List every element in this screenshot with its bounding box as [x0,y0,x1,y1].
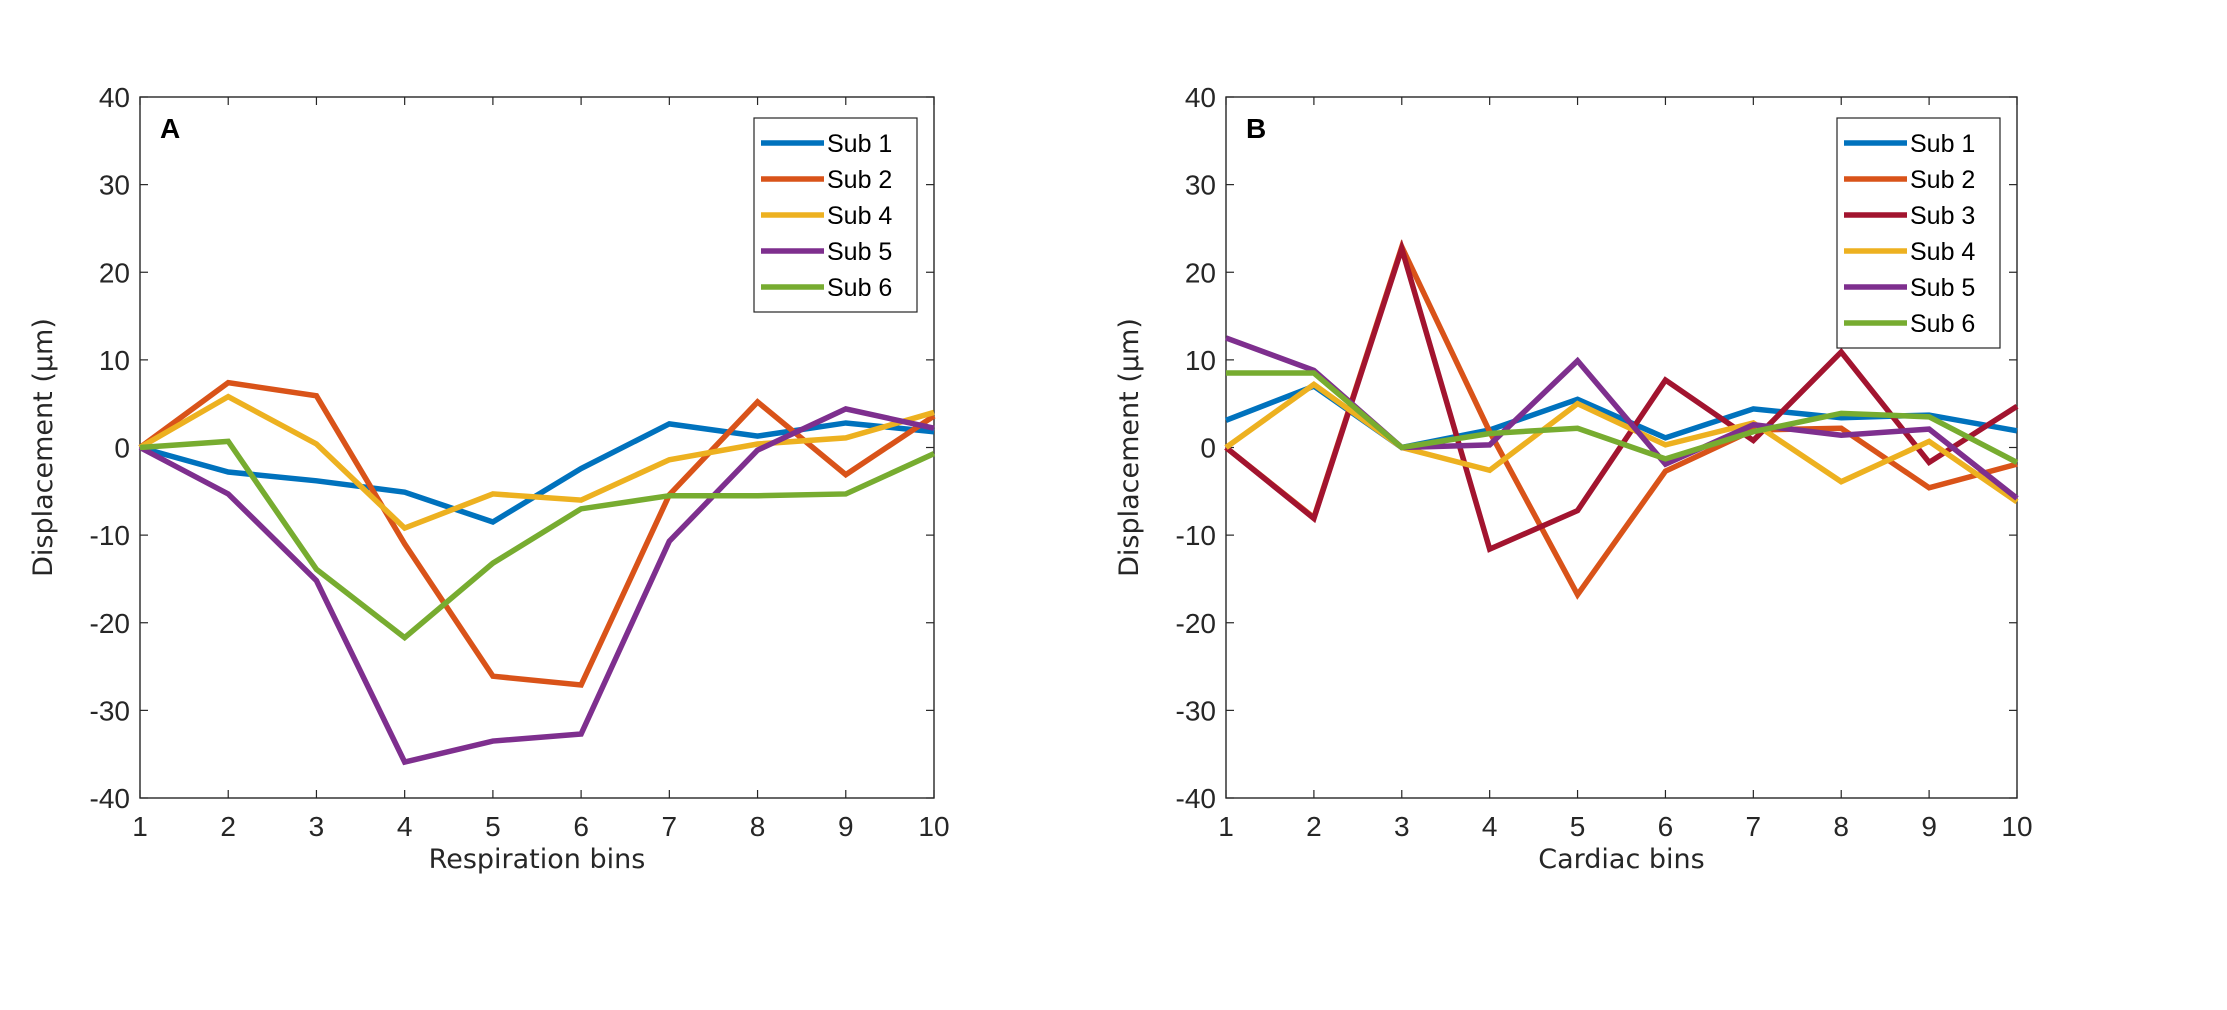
x-tick-label: 5 [1570,811,1586,842]
chart-panel-b: 1 2 3 4 5 6 7 8 9 10 -40 -30 -20 -10 0 10 20 30 40 Cardiac … [1114,82,2033,875]
x-tick-label: 4 [1482,811,1498,842]
x-tick-label: 1 [132,811,148,842]
legend-entry: Sub 1 [1910,130,1975,158]
x-tick-label: 6 [1658,811,1674,842]
x-tick-label: 3 [1394,811,1410,842]
y-tick-label: -40 [1176,783,1216,814]
y-tick-label: 10 [99,345,130,376]
x-tick-label: 6 [573,811,589,842]
x-tick-label: 8 [750,811,766,842]
y-tick-label: 10 [1185,345,1216,376]
legend-entry: Sub 4 [827,202,892,230]
y-axis-label: Displacement (µm) [28,318,59,577]
x-tick-label: 2 [1306,811,1322,842]
y-tick-label: -30 [1176,695,1216,726]
y-tick-label: 20 [1185,257,1216,288]
series-line-sub-4 [138,393,935,532]
legend-entry: Sub 3 [1910,202,1975,230]
y-tick-label: 0 [114,433,130,464]
series-line-sub-4 [1224,381,2019,505]
chart-panel-a: 1 2 3 4 5 6 7 8 9 10 -40 -30 -20 -10 0 10 20 30 40 Respirat… [28,82,950,875]
x-tick-label: 10 [918,811,949,842]
x-axis-label: Respiration bins [429,844,646,875]
y-tick-label: 40 [99,82,130,113]
x-tick-label: 2 [220,811,236,842]
x-tick-label: 9 [1921,811,1937,842]
x-tick-label: 7 [662,811,678,842]
y-tick-label: -10 [1176,520,1216,551]
series-line-sub-6 [139,438,936,642]
legend: Sub 1 Sub 2 Sub 4 Sub 5 Sub 6 [753,117,918,313]
x-tick-label: 10 [2001,811,2032,842]
legend-entry: Sub 2 [1910,166,1975,194]
series-line-sub-5 [138,406,935,766]
legend-entry: Sub 5 [1910,274,1975,302]
legend: Sub 1 Sub 2 Sub 3 Sub 4 Sub 5 Sub 6 [1836,117,2001,349]
y-tick-label: -10 [90,520,130,551]
x-tick-label: 8 [1833,811,1849,842]
y-tick-label: 20 [99,257,130,288]
x-tick-label: 3 [309,811,325,842]
y-tick-label: 40 [1185,82,1216,113]
legend-entry: Sub 2 [827,166,892,194]
legend-entry: Sub 1 [827,130,892,158]
panel-label: B [1246,113,1266,144]
x-axis-label: Cardiac bins [1538,844,1704,875]
legend-entry: Sub 6 [1910,310,1975,338]
y-tick-label: -20 [1176,608,1216,639]
y-tick-label: 30 [1185,170,1216,201]
y-axis-label: Displacement (µm) [1114,318,1145,577]
y-tick-label: -40 [90,783,130,814]
series-line-sub-6 [1226,370,2019,465]
y-tick-label: -30 [90,695,130,726]
y-tick-label: -20 [90,608,130,639]
x-tick-label: 9 [838,811,854,842]
x-tick-label: 5 [485,811,501,842]
x-tick-label: 7 [1746,811,1762,842]
legend-entry: Sub 4 [1910,238,1975,266]
y-tick-label: 0 [1200,433,1216,464]
y-tick-label: 30 [99,170,130,201]
x-tick-label: 1 [1218,811,1234,842]
legend-entry: Sub 6 [827,274,892,302]
legend-entry: Sub 5 [827,238,892,266]
panel-label: A [160,113,180,144]
x-tick-label: 4 [397,811,413,842]
legend-box [1836,117,2001,349]
